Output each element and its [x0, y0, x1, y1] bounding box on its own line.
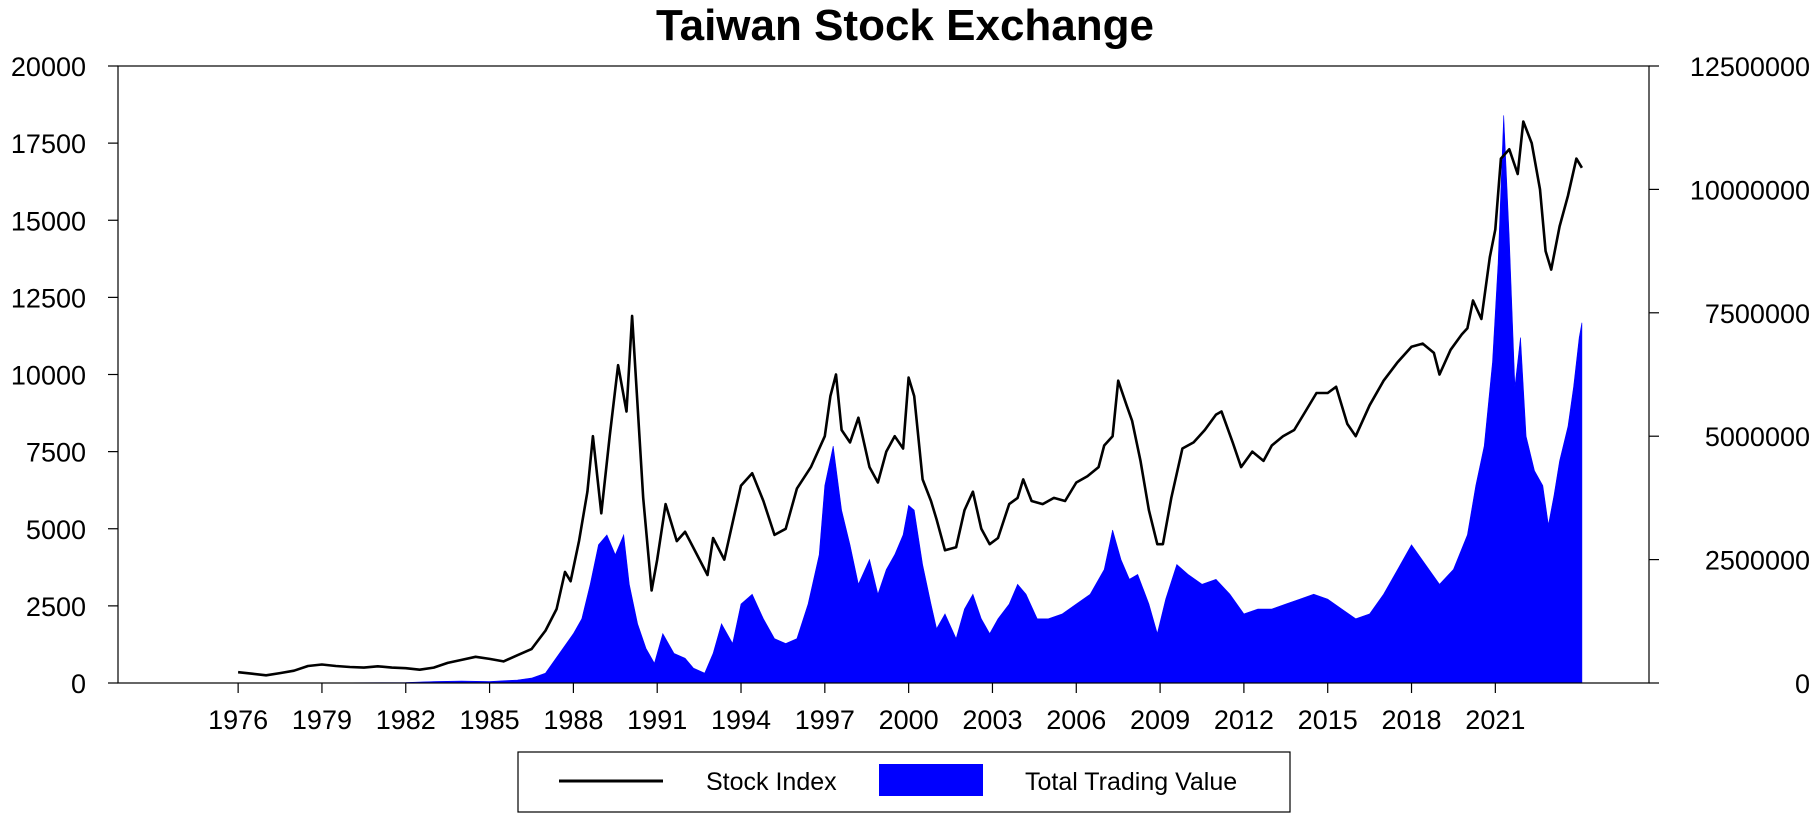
left-y-tick-label: 12500 [11, 283, 86, 313]
x-tick-label: 2012 [1214, 705, 1274, 735]
left-y-axis: 0 2500 5000 7500 10000 12500 15000 17500 20000 [11, 52, 118, 699]
left-y-tick-label: 17500 [11, 129, 86, 159]
x-tick-label: 2018 [1381, 705, 1441, 735]
x-tick-label: 1991 [627, 705, 687, 735]
x-tick-label: 2021 [1465, 705, 1525, 735]
legend-trading-value-label: Total Trading Value [1025, 768, 1237, 796]
right-y-tick-label: 2500000 [1705, 546, 1810, 576]
x-axis: 1976 1979 1982 1985 1988 1991 1994 1997 2000 2003… [208, 683, 1525, 735]
left-y-tick-label: 2500 [26, 592, 86, 622]
right-y-tick-label: 12500000 [1690, 52, 1810, 82]
stock-index-line [237, 120, 1584, 677]
x-tick-label: 1997 [795, 705, 855, 735]
right-y-tick-label: 7500000 [1705, 299, 1810, 329]
x-tick-label: 1982 [376, 705, 436, 735]
x-tick-label: 2015 [1298, 705, 1358, 735]
x-tick-label: 2003 [962, 705, 1022, 735]
x-tick-label: 1994 [711, 705, 771, 735]
right-y-tick-label: 5000000 [1705, 422, 1810, 452]
x-tick-label: 2006 [1046, 705, 1106, 735]
legend: Stock Index Total Trading Value [517, 751, 1291, 813]
trading-value-area-layer [238, 115, 1583, 684]
x-tick-label: 1979 [292, 705, 352, 735]
left-y-tick-label: 0 [71, 669, 86, 699]
trading-value-area [238, 115, 1583, 684]
legend-stock-index-label: Stock Index [706, 768, 837, 796]
x-tick-label: 1988 [543, 705, 603, 735]
left-y-tick-label: 15000 [11, 206, 86, 236]
left-y-tick-label: 7500 [26, 438, 86, 468]
x-tick-label: 1976 [208, 705, 268, 735]
right-y-axis: 0 2500000 5000000 7500000 10000000 12500000 [1649, 52, 1810, 699]
chart-title: Taiwan Stock Exchange [656, 1, 1154, 50]
right-y-tick-label: 10000000 [1690, 175, 1810, 205]
left-y-tick-label: 20000 [11, 52, 86, 82]
right-y-tick-label: 0 [1795, 669, 1810, 699]
x-tick-label: 2009 [1130, 705, 1190, 735]
x-tick-label: 2000 [879, 705, 939, 735]
left-y-tick-label: 5000 [26, 515, 86, 545]
stock-index-line-layer [237, 120, 1584, 677]
left-y-tick-label: 10000 [11, 361, 86, 391]
x-tick-label: 1985 [460, 705, 520, 735]
legend-trading-value-swatch [879, 764, 983, 796]
